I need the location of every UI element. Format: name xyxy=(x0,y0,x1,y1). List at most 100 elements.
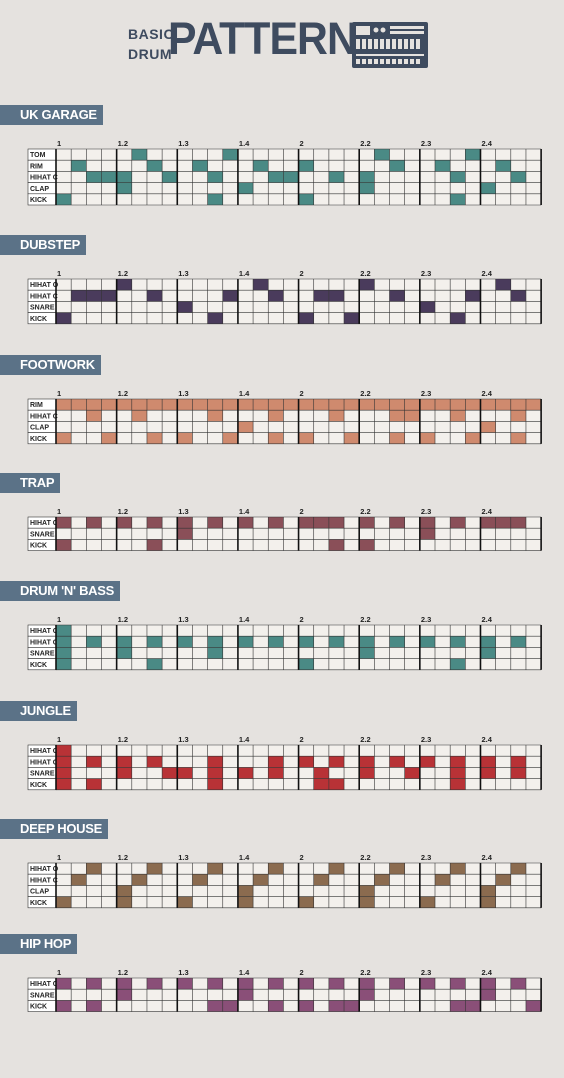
active-step[interactable] xyxy=(146,539,163,551)
active-step[interactable] xyxy=(146,290,163,302)
active-step[interactable] xyxy=(404,767,420,779)
active-step[interactable] xyxy=(101,290,117,302)
active-step[interactable] xyxy=(56,636,72,648)
active-step[interactable] xyxy=(86,978,102,990)
active-step[interactable] xyxy=(116,989,132,1001)
active-step[interactable] xyxy=(177,432,193,444)
active-step[interactable] xyxy=(495,874,511,886)
active-step[interactable] xyxy=(344,432,360,444)
active-step[interactable] xyxy=(404,399,420,411)
active-step[interactable] xyxy=(268,767,284,779)
active-step[interactable] xyxy=(419,528,435,540)
active-step[interactable] xyxy=(359,989,375,1001)
active-step[interactable] xyxy=(298,193,314,205)
active-step[interactable] xyxy=(177,767,193,779)
active-step[interactable] xyxy=(450,767,466,779)
active-step[interactable] xyxy=(374,874,390,886)
active-step[interactable] xyxy=(328,1000,345,1012)
active-step[interactable] xyxy=(480,421,496,433)
active-step[interactable] xyxy=(116,767,132,779)
active-step[interactable] xyxy=(116,756,132,768)
active-step[interactable] xyxy=(298,160,314,172)
active-step[interactable] xyxy=(56,778,72,790)
active-step[interactable] xyxy=(268,410,284,422)
active-step[interactable] xyxy=(450,410,466,422)
active-step[interactable] xyxy=(389,399,405,411)
active-step[interactable] xyxy=(101,399,117,411)
active-step[interactable] xyxy=(177,399,193,411)
active-step[interactable] xyxy=(268,399,284,411)
active-step[interactable] xyxy=(328,863,345,875)
active-step[interactable] xyxy=(313,399,329,411)
active-step[interactable] xyxy=(298,399,314,411)
active-step[interactable] xyxy=(207,171,223,183)
active-step[interactable] xyxy=(359,647,375,659)
active-step[interactable] xyxy=(237,421,254,433)
active-step[interactable] xyxy=(510,756,526,768)
active-step[interactable] xyxy=(359,517,375,529)
active-step[interactable] xyxy=(298,1000,314,1012)
active-step[interactable] xyxy=(510,978,526,990)
active-step[interactable] xyxy=(222,290,238,302)
active-step[interactable] xyxy=(268,517,284,529)
active-step[interactable] xyxy=(162,171,178,183)
active-step[interactable] xyxy=(237,896,254,908)
active-step[interactable] xyxy=(510,636,526,648)
active-step[interactable] xyxy=(495,517,511,529)
active-step[interactable] xyxy=(450,1000,466,1012)
active-step[interactable] xyxy=(404,410,420,422)
active-step[interactable] xyxy=(237,978,254,990)
active-step[interactable] xyxy=(450,399,466,411)
active-step[interactable] xyxy=(177,301,193,313)
active-step[interactable] xyxy=(56,896,72,908)
active-step[interactable] xyxy=(359,978,375,990)
active-step[interactable] xyxy=(116,647,132,659)
active-step[interactable] xyxy=(56,745,72,757)
active-step[interactable] xyxy=(510,863,526,875)
active-step[interactable] xyxy=(177,528,193,540)
active-step[interactable] xyxy=(268,636,284,648)
active-step[interactable] xyxy=(328,636,345,648)
active-step[interactable] xyxy=(480,978,496,990)
active-step[interactable] xyxy=(525,1000,542,1012)
active-step[interactable] xyxy=(56,756,72,768)
active-step[interactable] xyxy=(116,279,132,291)
active-step[interactable] xyxy=(313,517,329,529)
active-step[interactable] xyxy=(86,517,102,529)
active-step[interactable] xyxy=(146,517,163,529)
active-step[interactable] xyxy=(101,171,117,183)
active-step[interactable] xyxy=(450,756,466,768)
active-step[interactable] xyxy=(389,863,405,875)
active-step[interactable] xyxy=(207,517,223,529)
active-step[interactable] xyxy=(86,290,102,302)
active-step[interactable] xyxy=(253,874,269,886)
active-step[interactable] xyxy=(237,989,254,1001)
active-step[interactable] xyxy=(359,896,375,908)
active-step[interactable] xyxy=(389,410,405,422)
active-step[interactable] xyxy=(116,636,132,648)
active-step[interactable] xyxy=(328,517,345,529)
active-step[interactable] xyxy=(56,432,72,444)
active-step[interactable] xyxy=(435,160,451,172)
active-step[interactable] xyxy=(419,756,435,768)
active-step[interactable] xyxy=(328,539,345,551)
active-step[interactable] xyxy=(450,517,466,529)
active-step[interactable] xyxy=(450,636,466,648)
active-step[interactable] xyxy=(237,636,254,648)
active-step[interactable] xyxy=(56,312,72,324)
active-step[interactable] xyxy=(298,756,314,768)
active-step[interactable] xyxy=(374,149,390,161)
active-step[interactable] xyxy=(450,193,466,205)
active-step[interactable] xyxy=(480,767,496,779)
active-step[interactable] xyxy=(177,517,193,529)
active-step[interactable] xyxy=(298,896,314,908)
active-step[interactable] xyxy=(359,182,375,194)
active-step[interactable] xyxy=(298,636,314,648)
active-step[interactable] xyxy=(298,432,314,444)
active-step[interactable] xyxy=(146,658,163,670)
active-step[interactable] xyxy=(192,160,208,172)
active-step[interactable] xyxy=(510,290,526,302)
active-step[interactable] xyxy=(359,756,375,768)
active-step[interactable] xyxy=(86,756,102,768)
active-step[interactable] xyxy=(298,517,314,529)
